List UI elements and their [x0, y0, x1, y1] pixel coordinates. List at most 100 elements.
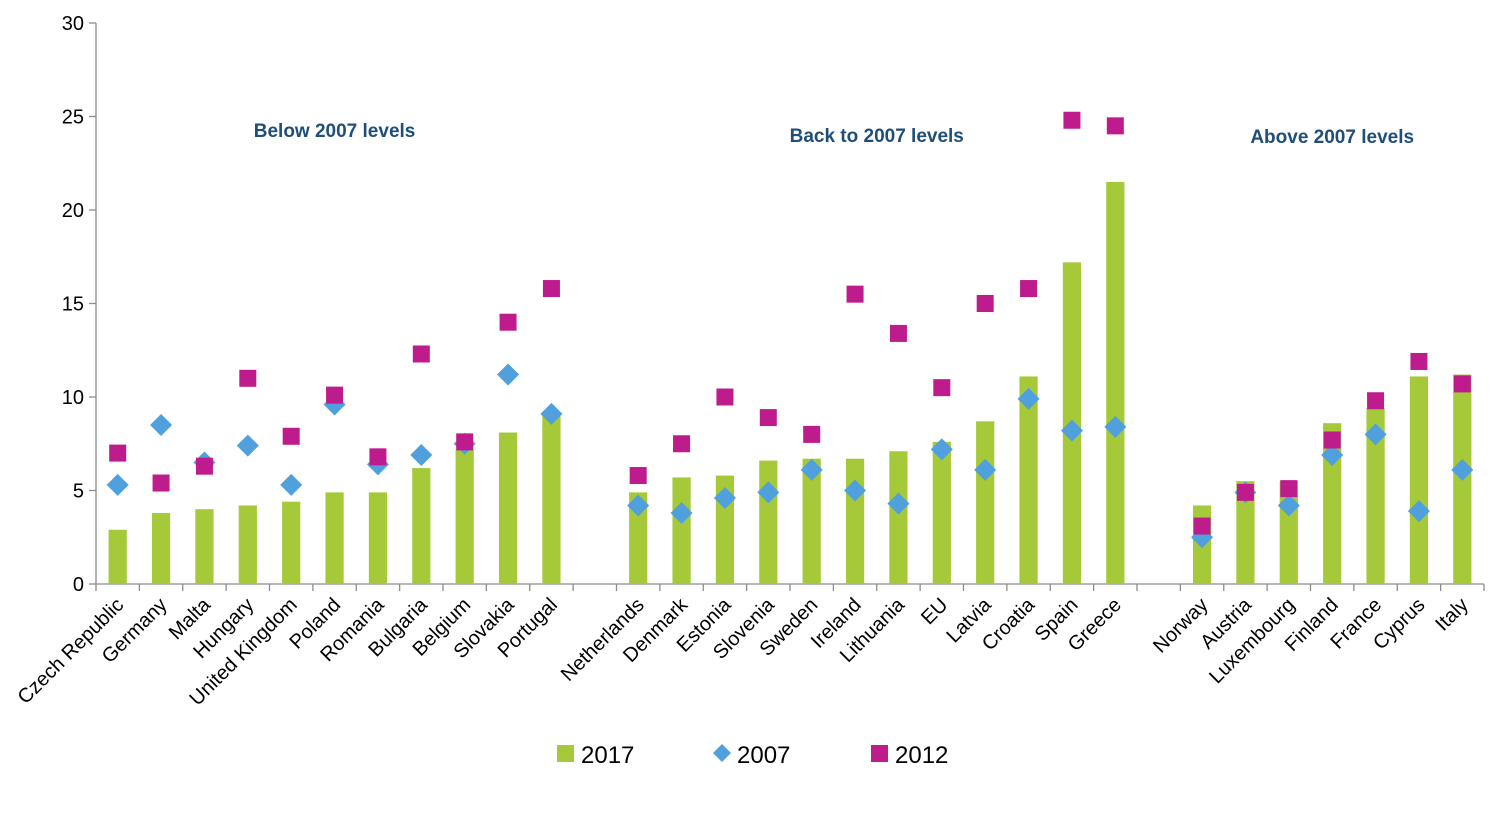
- bar-2017: [1106, 181, 1125, 584]
- point-2007: [757, 481, 780, 504]
- bar-2017: [1409, 376, 1429, 584]
- point-2007: [974, 458, 997, 481]
- bar-2017: [1019, 376, 1038, 584]
- point-2012: [1323, 431, 1341, 449]
- y-tick-label: 0: [73, 574, 84, 596]
- y-tick-label: 15: [62, 294, 84, 316]
- bar-2017: [238, 505, 257, 584]
- markers-2007: [106, 363, 1474, 549]
- point-2012: [803, 425, 821, 443]
- point-2012: [326, 386, 344, 404]
- bar-2017: [455, 449, 474, 584]
- point-2012: [1453, 375, 1471, 393]
- point-2012: [1106, 117, 1124, 135]
- bar-2017: [976, 421, 995, 584]
- point-2007: [930, 438, 953, 461]
- bar-2017: [889, 451, 908, 584]
- bar-2017: [1366, 408, 1385, 584]
- point-2012: [499, 313, 517, 331]
- bar-2017: [325, 492, 344, 584]
- y-tick-label: 5: [73, 481, 84, 503]
- bar-2017: [151, 512, 171, 584]
- point-2007: [1321, 443, 1344, 466]
- point-2007: [150, 414, 173, 437]
- point-2012: [369, 448, 387, 466]
- point-2012: [889, 324, 907, 342]
- legend-label: 2007: [737, 742, 790, 769]
- group-labels: Below 2007 levels Back to 2007 levels Abov…: [254, 121, 1414, 148]
- point-2007: [497, 363, 520, 386]
- y-tick-label: 25: [62, 107, 84, 129]
- point-2007: [1407, 500, 1430, 523]
- x-tick-label: EU: [917, 594, 952, 629]
- point-2012: [759, 409, 777, 427]
- point-2007: [670, 501, 693, 524]
- point-2012: [152, 474, 170, 492]
- bar-2017: [629, 492, 648, 584]
- point-2012: [282, 427, 300, 445]
- point-2012: [412, 345, 430, 363]
- bar-2017: [1323, 423, 1342, 584]
- point-2007: [540, 402, 563, 425]
- point-2007: [280, 473, 303, 496]
- bar-2017: [932, 441, 951, 584]
- y-tick-label: 10: [62, 387, 84, 409]
- point-2012: [673, 435, 691, 453]
- bar-2017: [282, 501, 301, 584]
- legend: 2017 2007 2012: [557, 742, 948, 769]
- point-2012: [109, 444, 127, 462]
- bar-2017: [108, 529, 127, 584]
- point-2007: [713, 486, 736, 509]
- bar-2017: [498, 432, 518, 584]
- point-2012: [1410, 352, 1428, 370]
- point-2012: [1236, 483, 1254, 501]
- point-2007: [1017, 387, 1040, 410]
- point-2012: [1020, 280, 1038, 298]
- point-2007: [1364, 423, 1387, 446]
- point-2012: [1280, 480, 1298, 498]
- bar-2017: [412, 468, 431, 584]
- bar-2017: [845, 458, 865, 584]
- point-2012: [1367, 392, 1385, 410]
- point-2007: [1104, 415, 1127, 438]
- point-2012: [716, 388, 734, 406]
- point-2007: [887, 492, 910, 515]
- point-2012: [195, 457, 213, 475]
- bar-2017: [195, 509, 214, 584]
- y-tick-label: 20: [62, 200, 84, 222]
- point-2012: [846, 285, 864, 303]
- point-2012: [1193, 517, 1211, 535]
- group-label: Back to 2007 levels: [790, 126, 964, 147]
- point-2007: [1060, 419, 1083, 442]
- legend-label: 2017: [581, 742, 634, 769]
- point-2012: [933, 379, 951, 397]
- point-2012: [542, 280, 560, 298]
- point-2007: [410, 443, 433, 466]
- bar-2017: [1236, 481, 1255, 584]
- point-2012: [976, 295, 994, 312]
- y-tick-label: 30: [62, 13, 84, 35]
- point-2012: [1063, 111, 1081, 129]
- point-2012: [239, 369, 257, 387]
- point-2012: [629, 467, 647, 485]
- legend-swatch: [557, 745, 574, 762]
- x-tick-label: Norway: [1149, 594, 1212, 657]
- bar-2017: [802, 458, 821, 584]
- legend-label: 2012: [895, 742, 948, 769]
- bar-2017: [759, 460, 778, 584]
- point-2007: [844, 479, 867, 502]
- x-tick-label: Italy: [1431, 594, 1472, 635]
- x-axis-labels: Czech RepublicGermanyMaltaHungaryUnited …: [14, 593, 1473, 710]
- bar-2017: [542, 415, 561, 584]
- point-2007: [1277, 494, 1300, 517]
- legend-swatch: [871, 745, 888, 762]
- point-2007: [627, 494, 650, 517]
- legend-swatch: [713, 744, 731, 762]
- bars-2017: [108, 181, 1472, 584]
- bar-2017: [672, 477, 691, 584]
- group-label: Above 2007 levels: [1250, 127, 1414, 148]
- group-label: Below 2007 levels: [254, 121, 416, 142]
- point-2007: [800, 458, 823, 481]
- point-2007: [236, 434, 259, 457]
